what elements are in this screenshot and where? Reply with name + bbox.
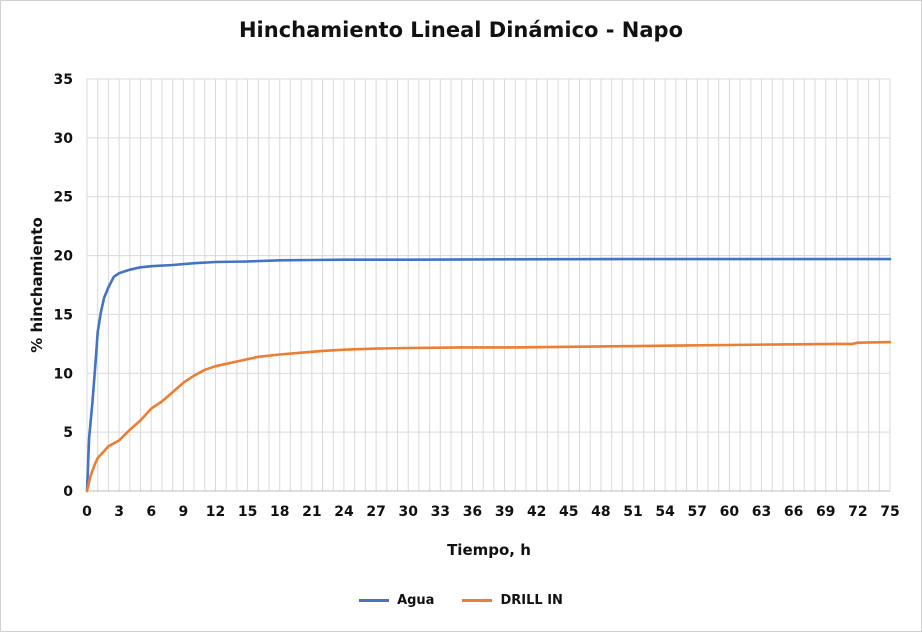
x-tick-label: 9 [178, 504, 188, 520]
x-tick-label: 72 [848, 504, 867, 520]
y-tick-label: 10 [54, 366, 74, 382]
legend-label-drill-in: DRILL IN [500, 593, 563, 608]
legend-label-agua: Agua [397, 593, 435, 608]
x-axis-title: Tiempo, h [447, 541, 531, 559]
legend-swatch-drill-in [462, 599, 493, 602]
x-tick-label: 51 [623, 504, 642, 520]
legend-item-agua: Agua [359, 593, 434, 608]
x-tick-label: 54 [655, 504, 675, 520]
x-tick-label: 0 [82, 504, 92, 520]
x-tick-label: 15 [238, 504, 257, 520]
x-tick-label: 12 [206, 504, 225, 520]
y-tick-label: 15 [54, 307, 73, 323]
grid [86, 78, 891, 491]
x-tick-label: 36 [463, 504, 482, 520]
x-tick-label: 21 [302, 504, 321, 520]
chart-title: Hinchamiento Lineal Dinámico - Napo [238, 18, 684, 42]
y-tick-label: 35 [54, 72, 73, 88]
x-tick-label: 33 [431, 504, 450, 520]
legend-item-drill-in: DRILL IN [462, 593, 563, 608]
x-tick-label: 69 [816, 504, 835, 520]
y-tick-label: 25 [54, 190, 73, 206]
y-tick-label: 20 [54, 249, 74, 265]
x-tick-label: 3 [114, 504, 124, 520]
x-tick-label: 57 [688, 504, 707, 520]
x-tick-label: 48 [591, 504, 610, 520]
y-tick-label: 30 [54, 131, 74, 147]
series-line-agua [85, 257, 892, 493]
x-tick-label: 42 [527, 504, 546, 520]
x-tick-label: 27 [366, 504, 385, 520]
x-tick-label: 45 [559, 504, 578, 520]
x-tick-label: 39 [495, 504, 514, 520]
x-tick-label: 30 [398, 504, 418, 520]
series [85, 257, 892, 493]
legend-swatch-agua [359, 599, 390, 602]
y-tick-label: 0 [63, 484, 73, 500]
x-tick-label: 18 [270, 504, 289, 520]
legend: Agua DRILL IN [0, 593, 922, 608]
x-tick-label: 66 [784, 504, 803, 520]
x-tick-label: 60 [720, 504, 740, 520]
series-line-drill-in [85, 340, 892, 493]
x-tick-label: 24 [334, 504, 354, 520]
x-tick-label: 63 [752, 504, 771, 520]
x-tick-label: 75 [880, 504, 899, 520]
x-tick-label: 6 [146, 504, 156, 520]
y-tick-label: 5 [63, 425, 73, 441]
y-axis-title: % hinchamiento [28, 217, 46, 353]
